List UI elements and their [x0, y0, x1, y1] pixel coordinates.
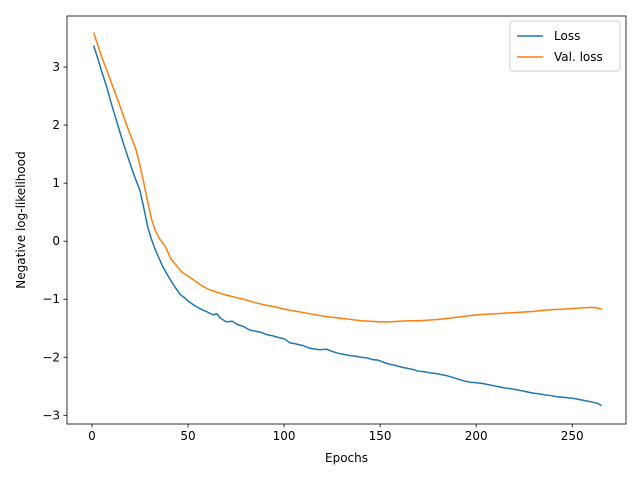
x-tick-label: 50 [180, 429, 195, 443]
x-ticks: 0 50 100 150 200 250 [88, 424, 584, 443]
series-line-loss [92, 45, 603, 407]
series-layer [92, 32, 603, 407]
x-tick-label: 100 [273, 429, 296, 443]
x-axis-label: Epochs [325, 451, 368, 465]
x-tick-label: 200 [465, 429, 488, 443]
x-tick-label: 250 [561, 429, 584, 443]
y-tick-label: 1 [52, 176, 60, 190]
y-tick-label: 2 [52, 118, 60, 132]
y-tick-label: −3 [42, 408, 60, 422]
legend-label-val-loss: Val. loss [554, 50, 603, 64]
y-tick-label: −1 [42, 292, 60, 306]
x-tick-label: 0 [88, 429, 96, 443]
y-tick-label: 0 [52, 234, 60, 248]
legend: Loss Val. loss [509, 20, 621, 72]
series-line-val-loss [92, 32, 602, 323]
x-tick-label: 150 [369, 429, 392, 443]
legend-box [509, 20, 621, 72]
axes-frame [66, 15, 627, 425]
y-axis-label: Negative log-likelihood [14, 151, 28, 288]
y-ticks: −3 −2 −1 0 1 2 3 [42, 60, 67, 422]
y-tick-label: 3 [52, 60, 60, 74]
legend-label-loss: Loss [554, 29, 580, 43]
y-tick-label: −2 [42, 350, 60, 364]
